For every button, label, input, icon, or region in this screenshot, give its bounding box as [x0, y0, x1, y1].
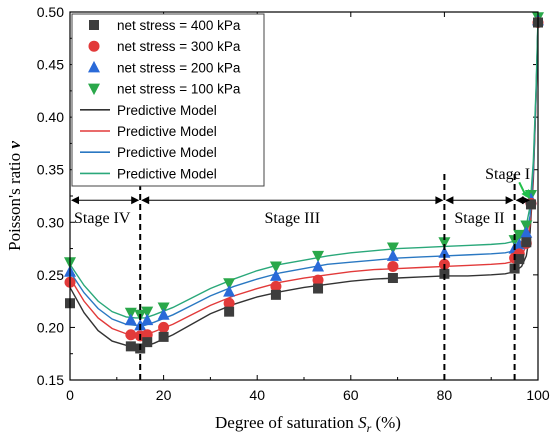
plot-frame — [69, 11, 539, 381]
data-point-triangle-down — [223, 278, 236, 290]
stage-pointer-head — [521, 189, 531, 200]
data-point-triangle-down — [520, 220, 533, 232]
data-point-square — [313, 283, 324, 294]
stage-arrowhead — [515, 196, 524, 205]
stage-label: Stage II — [454, 210, 504, 227]
y-tick-label: 0.40 — [37, 109, 64, 125]
data-point-square — [439, 268, 450, 279]
y-tick-label: 0.50 — [37, 4, 64, 20]
data-point-circle — [270, 280, 282, 292]
stage-arrowhead — [445, 196, 454, 205]
data-point-triangle-down — [386, 242, 399, 255]
data-point-circle — [387, 260, 399, 272]
data-point-square — [224, 306, 235, 317]
data-point-square — [521, 237, 532, 248]
data-point-circle — [223, 297, 235, 309]
data-point-square — [270, 289, 281, 300]
legend-label: Predictive Model — [117, 145, 217, 160]
legend-label: Predictive Model — [117, 103, 217, 118]
data-point-square — [387, 273, 398, 284]
data-point-triangle-up — [223, 285, 236, 297]
data-point-circle — [158, 321, 170, 333]
data-point-triangle-up — [141, 313, 154, 326]
stage-arrowhead — [435, 196, 444, 205]
data-point-triangle-up — [520, 226, 533, 238]
stage-label: Stage IV — [74, 210, 131, 227]
data-point-triangle-down — [438, 237, 451, 249]
y-tick-label: 0.15 — [37, 372, 64, 388]
data-point-triangle-down — [513, 229, 526, 242]
stage-arrowhead — [505, 196, 514, 205]
y-axis-title: Poisson's ratio ν — [5, 141, 24, 251]
data-point-circle — [125, 329, 137, 341]
data-point-square — [525, 199, 536, 210]
data-points — [64, 12, 544, 354]
x-tick-label: 80 — [437, 387, 453, 403]
stage-annotations: Stage IV Stage III Stage II Stage I — [71, 166, 531, 380]
data-point-triangle-up — [386, 249, 399, 261]
data-point-triangle-up — [157, 308, 170, 320]
y-tick-label: 0.30 — [37, 214, 64, 230]
x-tick-label: 40 — [249, 387, 265, 403]
legend-marker-triangle-up — [88, 60, 100, 73]
data-point-circle — [312, 274, 324, 286]
axes-group: 0 20 40 60 80 100 0.15 0.20 0.25 0.30 0.35 0.40 0.45… — [5, 4, 550, 435]
data-point-square — [125, 341, 136, 352]
stage-arrowhead — [141, 196, 150, 205]
x-tick-label: 60 — [343, 387, 359, 403]
legend-box — [71, 13, 265, 187]
legend-label: net stress = 100 kPa — [117, 82, 241, 97]
legend-marker-circle — [88, 40, 100, 52]
x-axis-title: Degree of saturation Sr (%) — [215, 413, 401, 435]
legend: net stress = 400 kPa net stress = 300 kPa… — [71, 13, 265, 187]
legend-label: Predictive Model — [117, 124, 217, 139]
legend-label: net stress = 400 kPa — [117, 18, 241, 33]
legend-label: net stress = 200 kPa — [117, 60, 241, 75]
y-tick-label: 0.25 — [37, 267, 64, 283]
data-point-triangle-up — [269, 269, 282, 281]
data-point-triangle-down — [141, 306, 154, 319]
data-point-square — [142, 337, 153, 348]
x-tick-label: 0 — [66, 387, 74, 403]
y-tick-label: 0.35 — [37, 162, 64, 178]
data-point-square — [158, 331, 169, 342]
x-tick-label: 20 — [156, 387, 172, 403]
data-point-triangle-down — [269, 261, 282, 273]
data-point-triangle-up — [438, 246, 451, 258]
stage-arrowhead — [71, 196, 79, 205]
data-point-triangle-down — [124, 307, 137, 320]
legend-marker-square — [89, 20, 99, 30]
data-point-triangle-up — [124, 313, 137, 326]
data-point-triangle-down — [157, 302, 170, 314]
legend-marker-triangle-down — [88, 83, 100, 96]
y-tick-label: 0.45 — [37, 57, 64, 73]
data-point-square — [514, 254, 525, 265]
legend-label: net stress = 300 kPa — [117, 39, 241, 54]
x-tick-label: 100 — [526, 387, 550, 403]
stage-label: Stage III — [265, 210, 321, 227]
stage-arrowhead — [521, 196, 530, 205]
stage-label: Stage I — [485, 166, 530, 183]
stage-arrowhead — [131, 196, 140, 205]
data-point-triangle-down — [312, 250, 325, 263]
data-point-triangle-up — [312, 259, 325, 272]
y-tick-label: 0.20 — [37, 319, 64, 335]
legend-label: Predictive Model — [117, 166, 217, 181]
